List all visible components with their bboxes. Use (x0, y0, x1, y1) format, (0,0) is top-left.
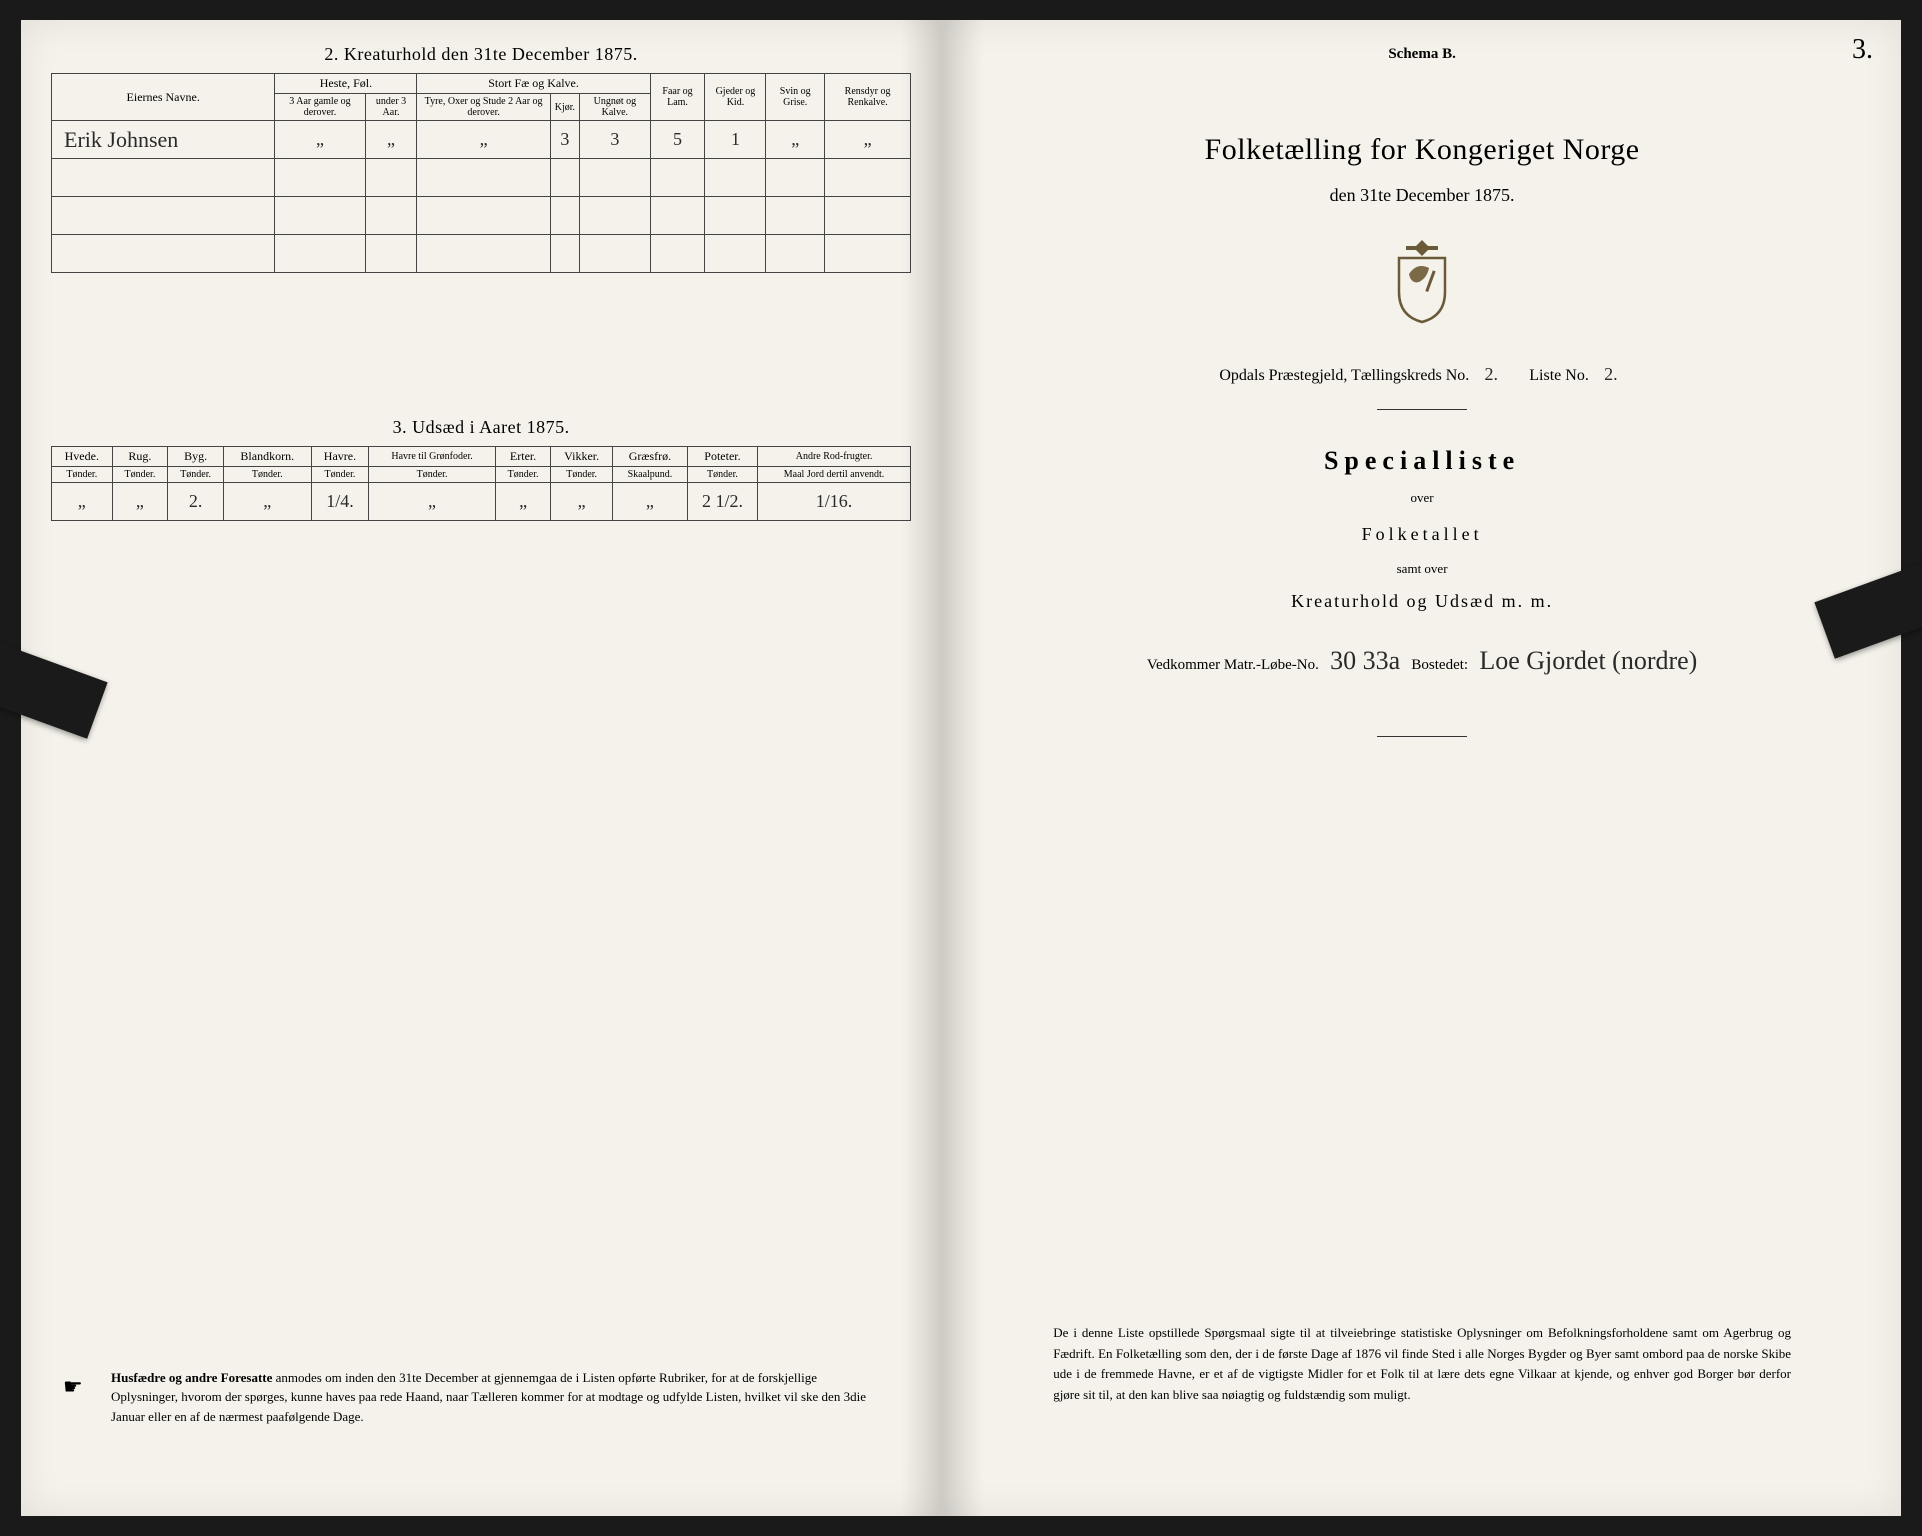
footnote-lead: Husfædre og andre Foresatte (111, 1370, 272, 1385)
table-row (52, 235, 911, 273)
col: Blandkorn. (223, 447, 311, 467)
sub-c3: Ungnøt og Kalve. (580, 94, 651, 121)
unit: Tønder. (112, 467, 168, 483)
col-reindeer: Rensdyr og Renkalve. (825, 74, 911, 121)
divider (1377, 409, 1467, 410)
list-no: 2. (1597, 364, 1625, 385)
specialliste-heading: Specialliste (973, 446, 1871, 476)
list-label: Liste No. (1529, 367, 1589, 384)
col: Rug. (112, 447, 168, 467)
section-3-title: 3. Udsæd i Aaret 1875. (51, 417, 911, 438)
district-line: Opdals Præstegjeld, Tællingskreds No. 2.… (973, 364, 1871, 385)
cell: „ (825, 121, 911, 159)
col: Andre Rod-frugter. (757, 447, 910, 467)
sub-h2: under 3 Aar. (365, 94, 417, 121)
cell: 2. (168, 483, 224, 521)
unit: Maal Jord dertil anvendt. (757, 467, 910, 483)
section-2-title: 2. Kreaturhold den 31te December 1875. (51, 44, 911, 65)
col: Havre. (311, 447, 369, 467)
sowing-table: Hvede. Rug. Byg. Blandkorn. Havre. Havre… (51, 446, 911, 521)
unit: Tønder. (687, 467, 757, 483)
col: Græsfrø. (612, 447, 687, 467)
table-row (52, 197, 911, 235)
bosted-value: Loe Gjordet (nordre) (1479, 646, 1697, 675)
unit: Tønder. (369, 467, 495, 483)
left-page: 2. Kreaturhold den 31te December 1875. E… (21, 20, 942, 1516)
page-clip (0, 641, 108, 738)
col: Poteter. (687, 447, 757, 467)
sub-c1: Tyre, Oxer og Stude 2 Aar og derover. (417, 94, 550, 121)
label-kreatur: Kreaturhold og Udsæd m. m. (973, 591, 1871, 612)
cell: 1/16. (757, 483, 910, 521)
unit: Tønder. (551, 467, 612, 483)
cell: „ (612, 483, 687, 521)
col-owner: Eiernes Navne. (52, 74, 275, 121)
col: Erter. (495, 447, 551, 467)
page-number: 3. (1852, 34, 1873, 66)
matr-label: Vedkommer Matr.-Løbe-No. (1147, 657, 1319, 673)
bosted-label: Bostedet: (1411, 657, 1468, 673)
col-cattle: Stort Fæ og Kalve. (417, 74, 650, 94)
owner-name: Erik Johnsen (52, 121, 275, 159)
col-horses: Heste, Føl. (275, 74, 417, 94)
schema-label: Schema B. (973, 46, 1871, 63)
col: Byg. (168, 447, 224, 467)
col: Hvede. (52, 447, 113, 467)
unit: Tønder. (52, 467, 113, 483)
col: Havre til Grønfoder. (369, 447, 495, 467)
cell: „ (275, 121, 365, 159)
matr-value: 30 33a (1330, 646, 1400, 675)
unit: Tønder. (311, 467, 369, 483)
coat-of-arms-icon (1387, 234, 1457, 324)
sub-h1: 3 Aar gamle og derover. (275, 94, 365, 121)
table-row (52, 159, 911, 197)
cell: 1 (705, 121, 766, 159)
district-no: 2. (1477, 364, 1505, 385)
cell: 2 1/2. (687, 483, 757, 521)
livestock-table: Eiernes Navne. Heste, Føl. Stort Fæ og K… (51, 73, 911, 273)
left-footnote: ☛ Husfædre og andre Foresatte anmodes om… (111, 1368, 881, 1427)
cell: „ (52, 483, 113, 521)
unit: Tønder. (168, 467, 224, 483)
census-subtitle: den 31te December 1875. (973, 185, 1871, 206)
cell: 1/4. (311, 483, 369, 521)
col-goats: Gjeder og Kid. (705, 74, 766, 121)
right-footnote: De i denne Liste opstillede Spørgsmaal s… (1053, 1323, 1791, 1406)
table-row: Erik Johnsen „ „ „ 3 3 5 1 „ „ (52, 121, 911, 159)
cell: 5 (650, 121, 705, 159)
book-spread: 2. Kreaturhold den 31te December 1875. E… (21, 20, 1901, 1516)
census-title: Folketælling for Kongeriget Norge (973, 133, 1871, 167)
unit: Skaalpund. (612, 467, 687, 483)
matr-line: Vedkommer Matr.-Løbe-No. 30 33a Bostedet… (973, 646, 1871, 676)
cell: „ (495, 483, 551, 521)
cell: „ (223, 483, 311, 521)
table-row: „ „ 2. „ 1/4. „ „ „ „ 2 1/2. 1/16. (52, 483, 911, 521)
right-page: 3. Schema B. Folketælling for Kongeriget… (942, 20, 1901, 1516)
pointing-hand-icon: ☛ (63, 1370, 83, 1403)
col-pigs: Svin og Grise. (766, 74, 825, 121)
cell: „ (369, 483, 495, 521)
cell: 3 (550, 121, 579, 159)
sub-c2: Kjør. (550, 94, 579, 121)
label-samtover: samt over (973, 561, 1871, 577)
cell: 3 (580, 121, 651, 159)
label-folketallet: Folketallet (973, 524, 1871, 545)
label-over: over (973, 490, 1871, 506)
unit: Tønder. (495, 467, 551, 483)
cell: „ (365, 121, 417, 159)
district-prefix: Opdals Præstegjeld, Tællingskreds No. (1219, 367, 1469, 384)
divider (1377, 736, 1467, 737)
cell: „ (551, 483, 612, 521)
unit: Tønder. (223, 467, 311, 483)
col-sheep: Faar og Lam. (650, 74, 705, 121)
col: Vikker. (551, 447, 612, 467)
cell: „ (417, 121, 550, 159)
cell: „ (766, 121, 825, 159)
cell: „ (112, 483, 168, 521)
